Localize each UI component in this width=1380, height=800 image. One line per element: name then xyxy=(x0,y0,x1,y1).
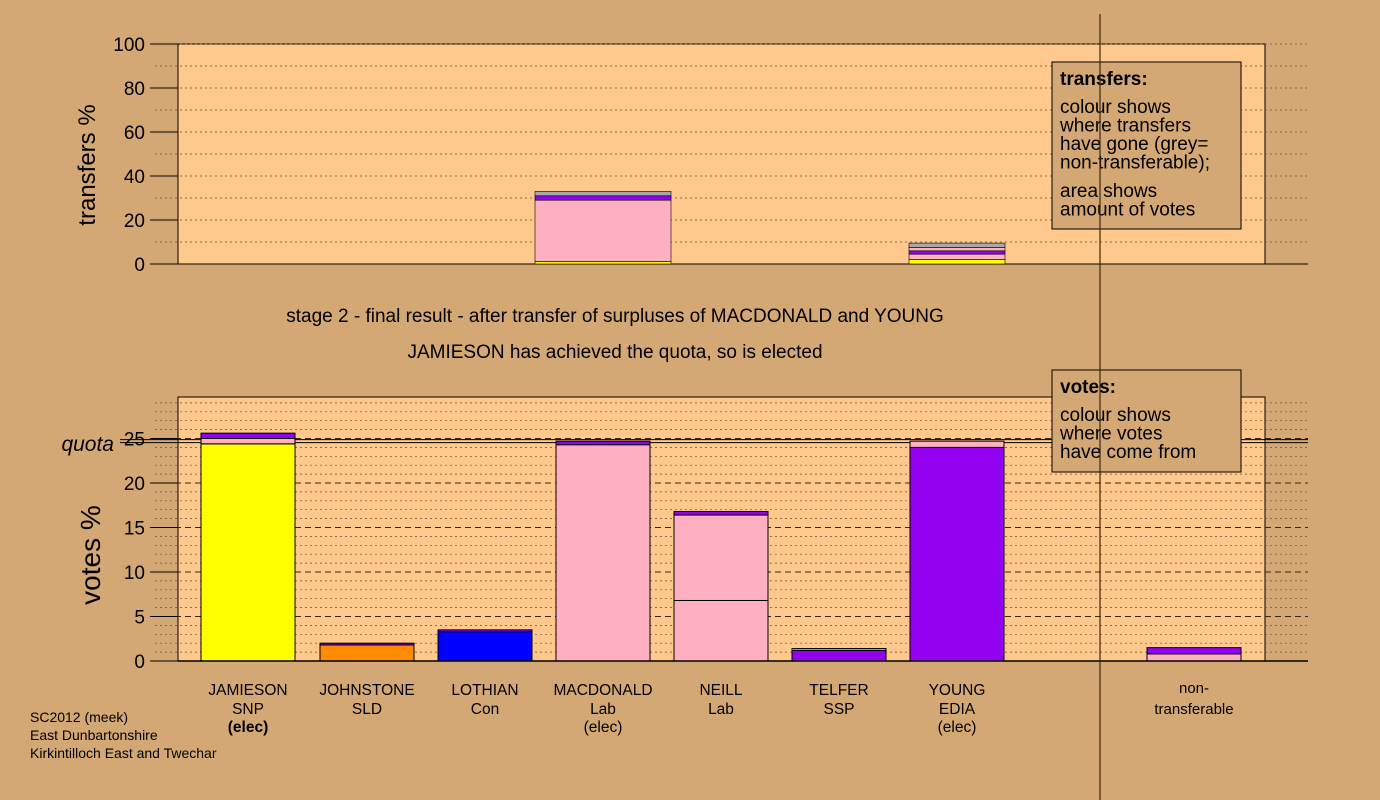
vote-bar-segment xyxy=(791,649,887,662)
quota-label: quota xyxy=(61,433,114,456)
transfers-y-tick-label: 20 xyxy=(124,211,145,232)
transfers-legend-text: colour shows xyxy=(1060,97,1171,118)
transfers-y-tick-label: 0 xyxy=(134,255,145,276)
category-label-party: Con xyxy=(471,701,499,718)
transfer-segment xyxy=(534,261,672,265)
transfers-panel: 0 20 40 60 80 100 transfers % transfers: colour … xyxy=(74,35,1308,276)
transfers-y-axis-label: transfers % xyxy=(74,104,101,225)
vote-bar-segment xyxy=(555,440,651,446)
vote-bar-segment xyxy=(200,432,296,440)
transfers-legend-title: transfers: xyxy=(1060,69,1148,90)
transfers-y-tick-label: 80 xyxy=(124,79,145,100)
votes-y-tick-label: 0 xyxy=(134,652,145,673)
transfers-legend-box xyxy=(1051,61,1242,230)
votes-legend-text: where votes xyxy=(1059,424,1162,445)
votes-panel: 0510152025votes %quotaJAMIESONSNP(elec)J… xyxy=(61,369,1308,736)
transfers-legend-text: non-transferable); xyxy=(1060,153,1210,174)
vote-bar-segment xyxy=(555,444,651,662)
category-label-party: EDIA xyxy=(939,701,976,718)
category-label-name: TELFER xyxy=(809,682,868,699)
transfers-legend-text: area shows xyxy=(1060,181,1157,202)
category-label-party: SSP xyxy=(823,701,854,718)
votes-y-tick-label: 20 xyxy=(124,474,145,495)
category-label-name: JAMIESON xyxy=(208,682,287,699)
category-label-party: SNP xyxy=(232,701,264,718)
votes-y-axis-label: votes % xyxy=(75,505,106,605)
vote-bar-segment xyxy=(319,644,415,662)
vote-bar-segment xyxy=(200,438,296,445)
transfers-y-tick-label: 60 xyxy=(124,123,145,144)
transfer-segment xyxy=(534,195,672,201)
footer-line-system: SC2012 (meek) xyxy=(30,709,129,725)
category-label-party: Lab xyxy=(590,701,616,718)
category-label-name: LOTHIAN xyxy=(451,682,518,699)
chart-subtitle-line2: JAMIESON has achieved the quota, so is e… xyxy=(407,342,822,363)
transfer-segment xyxy=(908,253,1006,260)
vote-bar-segment xyxy=(1146,653,1242,662)
category-label-party: transferable xyxy=(1154,701,1233,718)
transfers-y-tick-label: 100 xyxy=(113,35,145,56)
transfer-segment xyxy=(534,199,672,262)
category-label-name: YOUNG xyxy=(929,682,986,699)
vote-bar-segment xyxy=(200,443,296,662)
transfers-legend-text: have gone (grey= xyxy=(1060,134,1208,155)
category-label-name: NEILL xyxy=(699,682,742,699)
vote-bar-segment xyxy=(673,510,769,516)
vote-bar-segment xyxy=(909,446,1005,662)
category-label-party: SLD xyxy=(352,701,382,718)
transfer-segment xyxy=(908,250,1006,255)
vote-bar-segment xyxy=(673,514,769,601)
category-label-name: JOHNSTONE xyxy=(319,682,414,699)
votes-legend-box xyxy=(1051,369,1242,473)
transfers-y-tick-label: 40 xyxy=(124,167,145,188)
votes-y-tick-label: 10 xyxy=(124,563,145,584)
transfer-segment xyxy=(534,191,672,197)
footer-line-ward: Kirkintilloch East and Twechar xyxy=(30,745,217,761)
category-label-note: (elec) xyxy=(938,719,977,736)
transfer-segment xyxy=(908,247,1006,252)
votes-legend-text: colour shows xyxy=(1060,405,1171,426)
vote-bar-segment xyxy=(437,631,533,662)
footer-line-council: East Dunbartonshire xyxy=(30,727,158,743)
transfers-legend-text: where transfers xyxy=(1059,116,1191,137)
category-label-note: (elec) xyxy=(584,719,623,736)
category-label-note: (elec) xyxy=(228,719,269,736)
category-label-party: Lab xyxy=(708,701,734,718)
votes-legend-text: have come from xyxy=(1060,442,1196,463)
transfer-segment xyxy=(908,259,1006,265)
votes-legend-title: votes: xyxy=(1060,377,1116,398)
vote-bar-segment xyxy=(319,642,415,646)
chart-subtitle-line1: stage 2 - final result - after transfer … xyxy=(286,306,944,327)
votes-y-tick-label: 5 xyxy=(134,608,145,629)
category-label-name: MACDONALD xyxy=(553,682,652,699)
vote-bar-segment xyxy=(1146,647,1242,655)
footer-caption: SC2012 (meek) East Dunbartonshire Kirkin… xyxy=(30,708,217,762)
transfer-segment xyxy=(908,242,1006,248)
votes-y-tick-label: 15 xyxy=(124,519,145,540)
vote-bar-segment xyxy=(909,440,1005,448)
vote-bar-segment xyxy=(673,599,769,662)
transfers-legend-text: amount of votes xyxy=(1060,200,1195,221)
category-label-name: non- xyxy=(1179,680,1209,697)
vote-bar-segment xyxy=(437,629,533,633)
vote-bar-segment xyxy=(791,648,887,651)
